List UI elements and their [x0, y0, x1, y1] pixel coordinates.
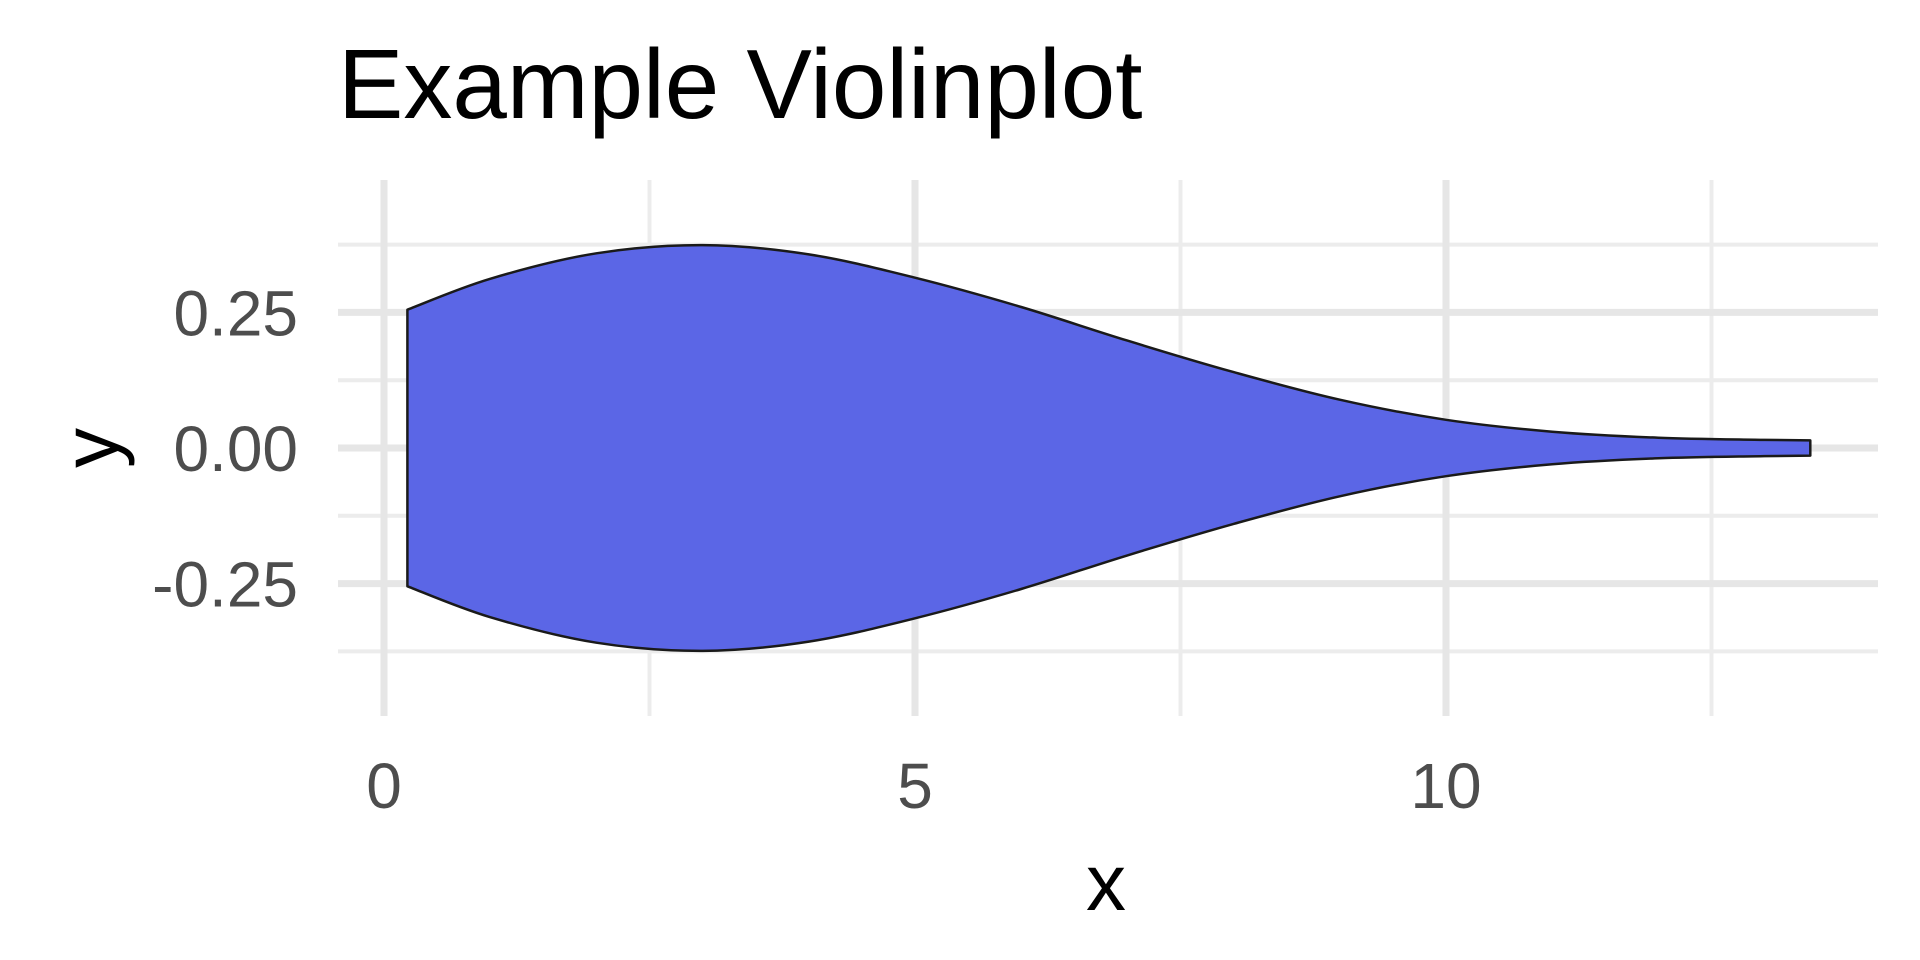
y-tick-label: 0.25 [173, 277, 298, 349]
chart-title: Example Violinplot [338, 29, 1142, 139]
y-tick-labels: 0.25 0.00 -0.25 [152, 277, 298, 620]
violin-layer [406, 243, 1812, 653]
x-tick-labels: 0 5 10 [366, 750, 1481, 822]
x-axis-title: x [1086, 838, 1126, 927]
y-tick-label: -0.25 [152, 549, 298, 621]
x-tick-label: 0 [366, 750, 402, 822]
x-tick-label: 10 [1410, 750, 1481, 822]
violin-body [406, 243, 1812, 653]
y-tick-label: 0.00 [173, 413, 298, 485]
x-tick-label: 5 [897, 750, 933, 822]
y-axis-title: y [46, 428, 135, 468]
